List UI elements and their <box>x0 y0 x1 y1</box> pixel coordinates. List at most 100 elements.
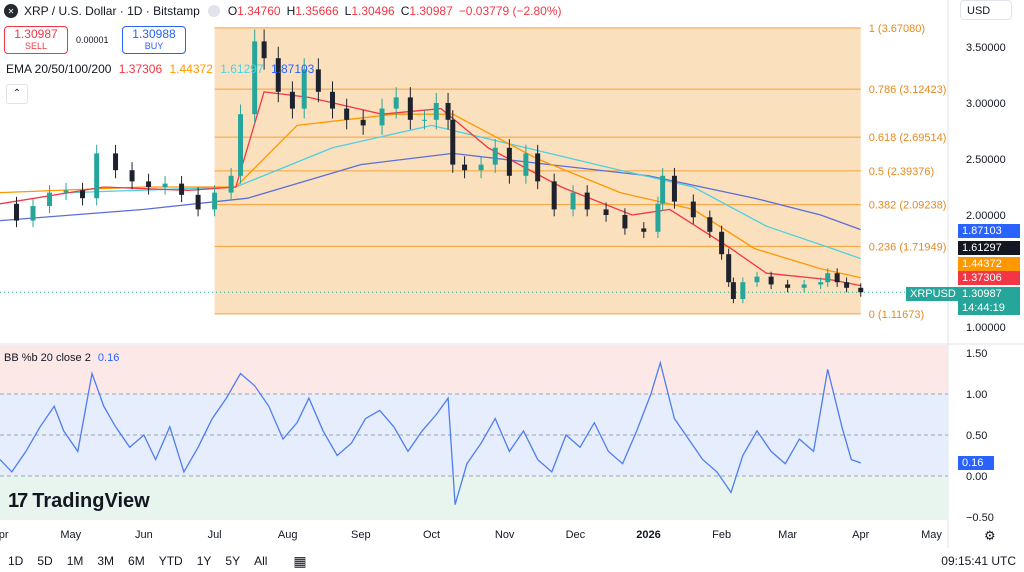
timeframe-1m[interactable]: 1M <box>66 554 84 568</box>
candle-body <box>261 41 267 59</box>
sell-label: SELL <box>24 41 48 51</box>
candle-body <box>730 282 736 299</box>
candle-body <box>238 114 244 176</box>
timeframe-1d[interactable]: 1D <box>8 554 24 568</box>
timeframe-ytd[interactable]: YTD <box>158 554 183 568</box>
time-axis-tick: May <box>921 529 942 541</box>
candle-body <box>690 201 696 218</box>
sell-button[interactable]: 1.30987 SELL <box>4 26 68 54</box>
candle-body <box>30 206 36 221</box>
candle-body <box>785 284 791 288</box>
candle-body <box>478 164 484 171</box>
ema200-value: 1.87103 <box>270 62 315 76</box>
bb-axis-tick: 0.50 <box>966 430 987 442</box>
timeframe-5y[interactable]: 5Y <box>225 554 241 568</box>
ema20-line <box>0 91 861 287</box>
candle-body <box>360 119 366 126</box>
candle-body <box>407 97 413 120</box>
time-axis-tick: Oct <box>423 529 440 541</box>
candle-body <box>622 215 628 229</box>
calendar-icon[interactable]: ▦ <box>293 552 307 569</box>
candle-body <box>825 273 831 283</box>
chart-header: ✕ XRP / U.S. Dollar · 1D · Bitstamp O1.3… <box>0 0 562 22</box>
candle-body <box>834 273 840 283</box>
fib-level-label: 0 (1.11673) <box>869 309 924 321</box>
time-axis-tick: Mar <box>778 529 797 541</box>
candle-body <box>740 282 746 299</box>
candle-body <box>14 203 20 221</box>
candle-body <box>315 69 321 92</box>
bb-legend-label: BB %b 20 close 2 <box>4 352 91 364</box>
ema200-price-tag: 1.87103 <box>958 224 1020 238</box>
timeframe-all[interactable]: All <box>254 554 268 568</box>
time-axis-tick: Aug <box>278 529 298 541</box>
candle-body <box>421 119 427 121</box>
candle-body <box>584 192 590 210</box>
buy-button[interactable]: 1.30988 BUY <box>122 26 186 54</box>
candle-body <box>63 190 69 193</box>
bb-legend[interactable]: BB %b 20 close 2 0.16 <box>4 352 119 364</box>
ema100-price-tag: 1.61297 <box>958 241 1020 255</box>
timeframe-group: 1D 5D 1M 3M 6M YTD 1Y 5Y All <box>0 554 273 568</box>
candle-body <box>289 91 295 109</box>
last-price-tag: 1.30987 14:44:19 <box>958 287 1020 315</box>
gear-icon[interactable]: ⚙ <box>984 528 996 543</box>
symbol-title[interactable]: XRP / U.S. Dollar · 1D · Bitstamp <box>24 4 200 18</box>
timeframe-6m[interactable]: 6M <box>128 554 145 568</box>
bb-oversold-zone <box>0 476 948 520</box>
fib-level-label: 1 (3.67080) <box>869 23 925 35</box>
spread-value: 0.00001 <box>76 35 109 45</box>
tradingview-logo[interactable]: 17 TradingView <box>8 490 150 513</box>
last-price-value: 1.30987 <box>962 288 1002 300</box>
candle-body <box>47 192 53 207</box>
candle-body <box>146 181 152 187</box>
fib-level-label: 0.5 (2.39376) <box>869 166 934 178</box>
currency-selector[interactable]: USD <box>960 0 1012 20</box>
price-axis-tick: 3.00000 <box>966 98 1006 110</box>
candle-body <box>535 153 541 182</box>
ema100-value: 1.61297 <box>220 62 264 76</box>
ema100-line <box>70 124 861 260</box>
bottom-toolbar: 1D 5D 1M 3M 6M YTD 1Y 5Y All ▦ 09:15:41 UTC <box>0 550 1024 572</box>
candle-body <box>433 103 439 120</box>
candle-body <box>844 282 850 288</box>
candle-body <box>719 231 725 255</box>
candle-body <box>301 69 307 109</box>
candle-body <box>506 147 512 176</box>
timeframe-1y[interactable]: 1Y <box>196 554 212 568</box>
time-axis-tick: Sep <box>351 529 371 541</box>
candle-body <box>129 170 135 182</box>
candle-body <box>492 147 498 165</box>
candle-body <box>393 97 399 109</box>
candle-body <box>450 119 456 165</box>
market-status-icon[interactable] <box>207 5 220 17</box>
price-axis-tick: 1.00000 <box>966 322 1006 334</box>
collapse-legend-button[interactable]: ⌃ <box>6 84 28 104</box>
bb-percent-line <box>0 360 861 505</box>
buy-label: BUY <box>144 41 164 51</box>
clock-readout[interactable]: 09:15:41 UTC <box>941 554 1016 568</box>
ema50-price-tag: 1.44372 <box>958 257 1020 271</box>
bb-band-zone <box>0 394 948 476</box>
time-axis-tick: Apr <box>0 529 9 541</box>
time-axis-tick: Dec <box>566 529 586 541</box>
timeframe-3m[interactable]: 3M <box>97 554 115 568</box>
fib-level-label: 0.236 (1.71949) <box>869 241 947 253</box>
timeframe-5d[interactable]: 5D <box>37 554 53 568</box>
ema20-value: 1.37306 <box>118 62 163 76</box>
ema-legend-label: EMA 20/50/100/200 <box>6 62 112 76</box>
ema50-line <box>0 113 861 279</box>
candle-body <box>462 164 468 171</box>
time-axis-tick: 2026 <box>636 529 660 541</box>
bb-axis-tick: 1.00 <box>966 389 987 401</box>
candle-body <box>726 254 732 283</box>
candle-body <box>228 175 234 193</box>
bar-countdown: 14:44:19 <box>962 302 1005 314</box>
candle-body <box>660 175 666 204</box>
ema-legend[interactable]: EMA 20/50/100/200 1.37306 1.44372 1.6129… <box>6 62 318 76</box>
candle-body <box>275 58 281 92</box>
price-axis-tick: 3.50000 <box>966 42 1006 54</box>
candle-body <box>655 203 661 232</box>
candle-body <box>858 287 864 293</box>
